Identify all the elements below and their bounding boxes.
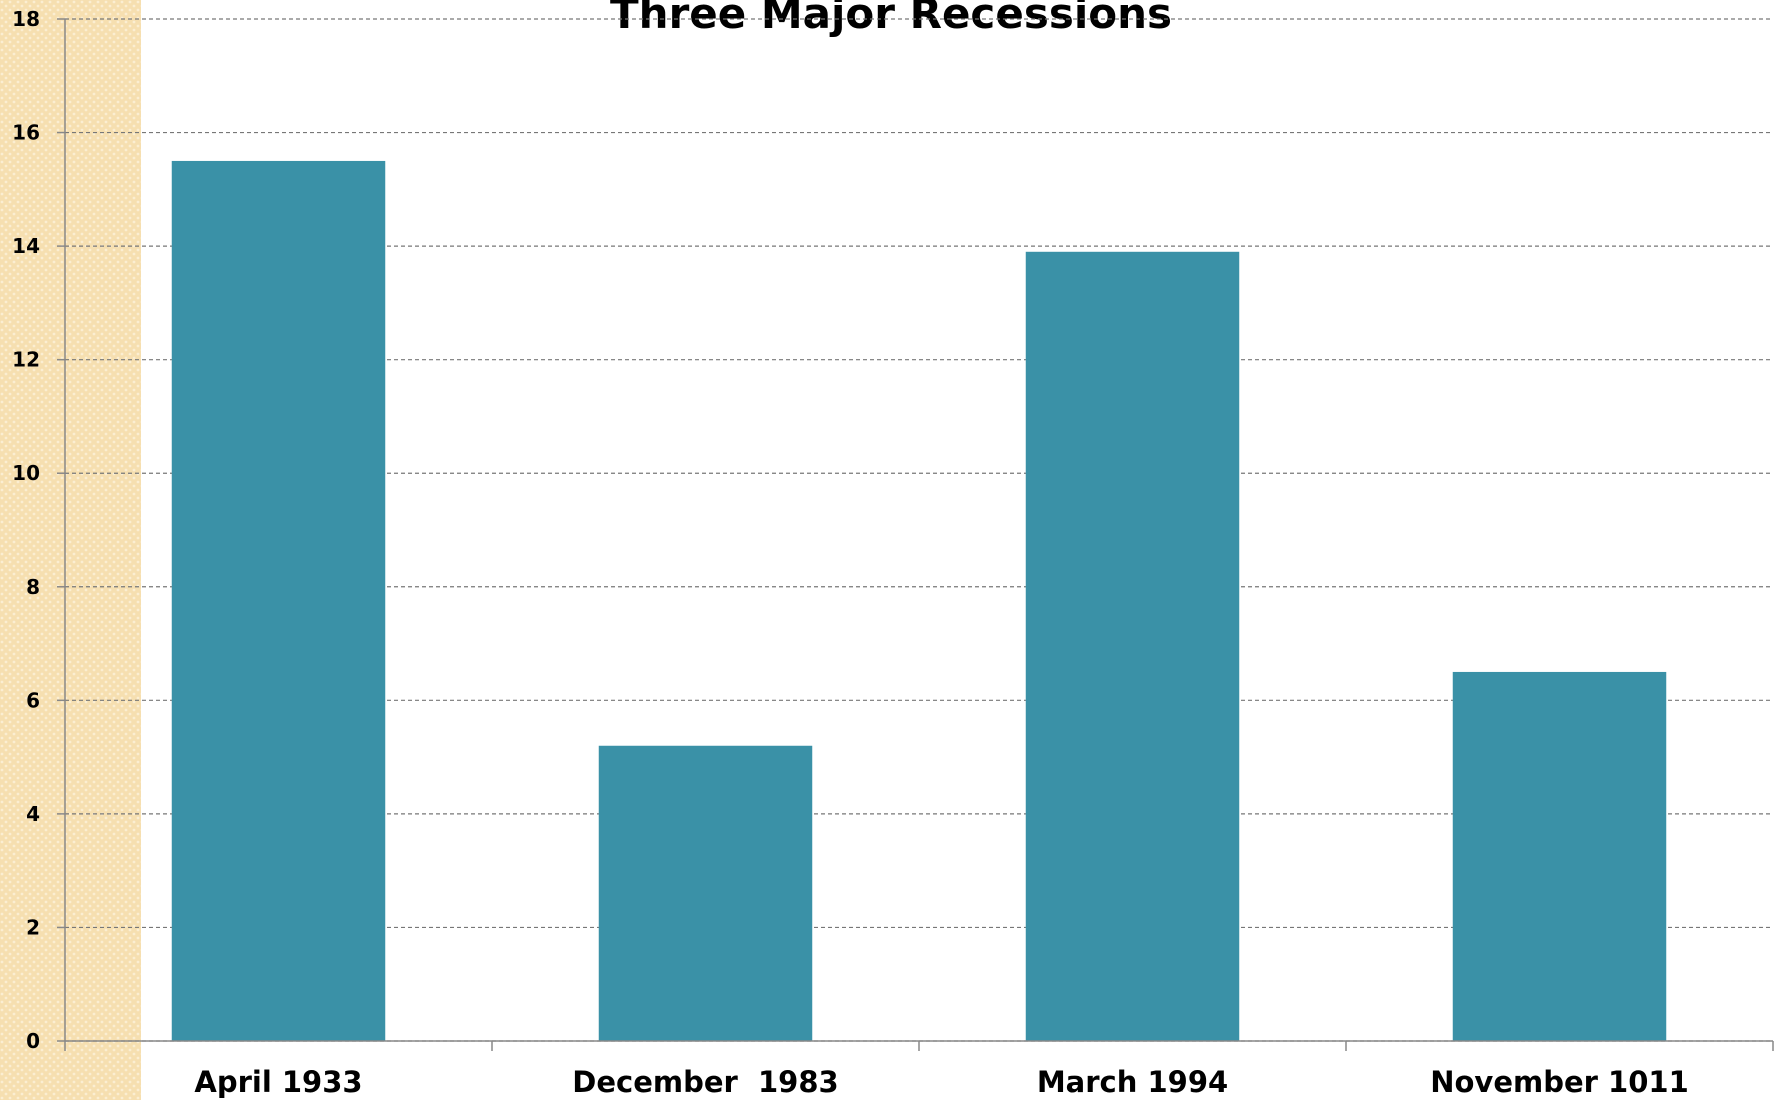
y-tick-label: 14 xyxy=(12,234,40,258)
side-strip xyxy=(0,0,141,1100)
bar xyxy=(171,160,386,1041)
x-tick-label: December 1983 xyxy=(572,1065,838,1099)
y-tick-label: 10 xyxy=(12,461,40,485)
x-tick-label: March 1994 xyxy=(1037,1065,1228,1099)
y-tick-label: 0 xyxy=(26,1029,40,1053)
y-tick-label: 6 xyxy=(26,688,40,712)
x-tick-label: April 1933 xyxy=(194,1065,362,1099)
y-tick-label: 16 xyxy=(12,121,40,145)
bar xyxy=(598,745,813,1041)
bar xyxy=(1452,671,1667,1041)
y-tick-label: 12 xyxy=(12,348,40,372)
bar xyxy=(1025,251,1240,1042)
y-tick-label: 4 xyxy=(26,802,40,826)
x-tick-label: November 1011 xyxy=(1430,1065,1689,1099)
y-tick-label: 18 xyxy=(12,7,40,31)
y-tick-label: 2 xyxy=(26,915,40,939)
y-tick-label: 8 xyxy=(26,575,40,599)
